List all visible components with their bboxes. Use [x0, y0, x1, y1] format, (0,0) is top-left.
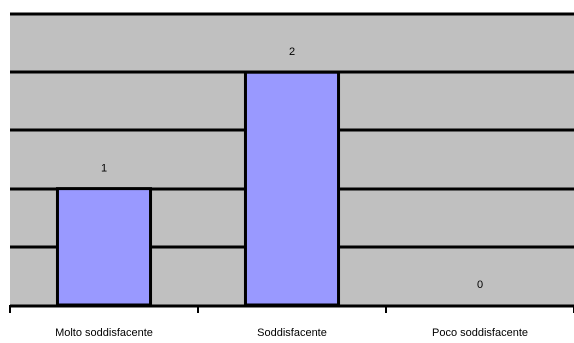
data-label: 1	[101, 163, 107, 175]
data-labels: 1 2 0	[101, 46, 483, 291]
category-label: Soddisfacente	[257, 327, 327, 339]
data-label: 2	[289, 46, 295, 58]
category-label: Molto soddisfacente	[55, 327, 153, 339]
x-axis	[9, 304, 574, 313]
category-labels: Molto soddisfacente Soddisfacente Poco sod…	[55, 327, 528, 339]
data-label: 0	[477, 279, 483, 291]
category-label: Poco soddisfacente	[432, 327, 528, 339]
bar	[55, 187, 153, 307]
bar	[243, 70, 341, 307]
bars	[55, 70, 341, 307]
